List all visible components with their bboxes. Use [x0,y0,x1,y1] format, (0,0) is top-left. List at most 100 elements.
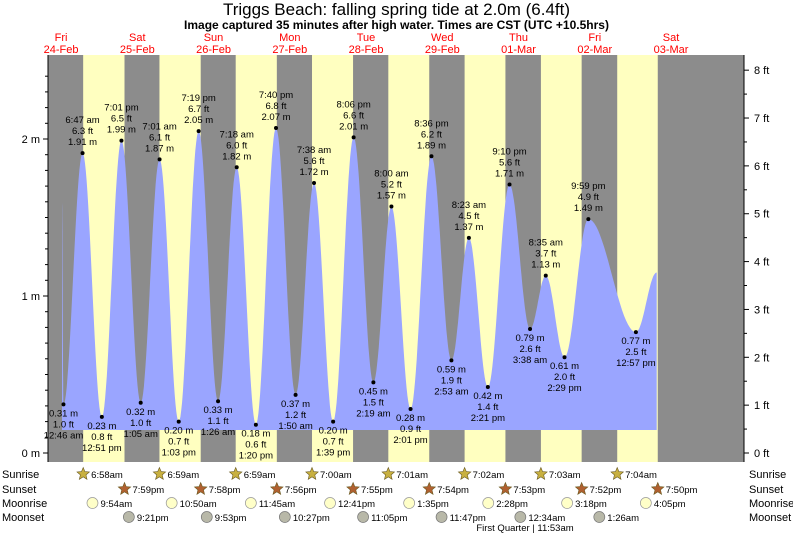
moonset-icon [278,511,291,523]
low-tide-feet: 1.0 ft [53,419,74,430]
row-label-left: Sunrise [2,469,39,481]
sunset-time: 7:52pm [590,485,622,496]
date-label: 24-Feb [44,44,79,56]
date-label: 27-Feb [272,44,307,56]
low-tide-feet: 1.1 ft [208,416,229,427]
water-area [62,128,657,430]
high-tide-feet: 6.1 ft [149,132,170,143]
low-tide-feet: 1.2 ft [285,410,306,421]
low-tide-dot [528,326,533,331]
chart-subtitle: Image captured 35 minutes after high wat… [184,18,609,32]
low-tide-time: 1:50 am [278,421,312,432]
high-tide-dot [429,154,434,159]
low-tide-time: 12:51 pm [82,443,122,454]
sunset-icon [346,481,360,495]
moonrise-time: 2:28pm [496,499,528,510]
day-of-week-label: Fri [588,32,601,44]
high-tide-feet: 6.2 ft [421,129,442,140]
low-tide-metres: 0.61 m [550,361,579,372]
high-tide-metres: 2.01 m [339,121,368,132]
low-tide-dot [138,400,143,405]
low-tide-dot [562,355,567,360]
moonset-icon [123,511,135,523]
high-tide-dot [157,157,162,162]
low-tide-metres: 0.18 m [241,429,270,440]
high-tide-feet: 6.0 ft [226,140,247,151]
high-tide-metres: 1.89 m [417,140,446,151]
row-label-right: Moonrise [749,498,793,510]
low-tide-metres: 0.23 m [87,421,116,432]
sunset-icon [498,481,513,495]
right-tick-label: 4 ft [754,257,769,269]
sunrise-icon [381,466,396,480]
low-tide-time: 2:53 am [434,386,468,397]
left-tick-label: 1 m [22,291,40,303]
moonset-time: 12:34am [528,513,565,524]
row-label-right: Moonset [749,512,791,524]
high-tide-metres: 1.82 m [222,151,251,162]
tide-curve [62,128,657,430]
right-tick-label: 0 ft [754,448,769,460]
high-tide-metres: 1.99 m [107,125,136,136]
high-tide-time: 7:18 am [220,129,254,140]
date-label: 25-Feb [120,44,155,56]
high-tide-dot [586,217,591,222]
high-tide-feet: 6.5 ft [111,114,132,125]
left-tick-label: 2 m [22,134,40,146]
moonrise-time: 10:50am [180,499,217,510]
high-tide-time: 7:40 pm [259,90,293,101]
moonrise-icon [403,497,416,509]
moonrise-icon [482,497,495,509]
high-tide-dot [274,126,279,131]
low-tide-dot [331,419,336,424]
high-tide-time: 8:35 am [529,238,563,249]
high-tide-metres: 1.13 m [531,260,560,271]
high-tide-metres: 1.37 m [454,222,483,233]
sunrise-icon [610,466,625,480]
right-tick-label: 2 ft [754,352,769,364]
low-tide-metres: 0.32 m [126,407,155,418]
sunrise-time: 7:04am [625,470,657,481]
low-tide-dot [293,392,298,397]
low-tide-dot [633,330,638,335]
low-tide-dot [371,380,376,385]
moonrise-icon [165,497,178,509]
moonrise-icon [639,497,652,509]
low-tide-time: 2:19 am [356,408,390,419]
low-tide-feet: 1.4 ft [477,402,498,413]
high-tide-metres: 1.49 m [574,203,603,214]
high-tide-time: 7:19 pm [181,93,215,104]
day-of-week-label: Tue [357,32,376,44]
right-tick-label: 6 ft [754,161,769,173]
sunrise-time: 7:02am [473,470,505,481]
sunset-icon [269,481,284,495]
sunrise-time: 7:01am [396,470,428,481]
low-tide-feet: 0.8 ft [91,432,112,443]
low-tide-metres: 0.77 m [621,336,650,347]
sunset-time: 7:58pm [209,485,241,496]
high-tide-metres: 2.05 m [184,115,213,126]
low-tide-feet: 0.9 ft [400,424,421,435]
low-tide-feet: 0.6 ft [245,440,266,451]
low-tide-dot [61,402,66,407]
sunrise-time: 7:00am [320,470,352,481]
low-tide-dot [253,422,258,427]
high-tide-time: 9:59 pm [571,181,605,192]
right-tick-label: 7 ft [754,113,769,125]
low-tide-feet: 0.7 ft [323,437,344,448]
moonset-icon [357,511,369,523]
moonset-icon [514,511,527,523]
high-tide-feet: 4.5 ft [458,211,479,222]
high-tide-metres: 1.71 m [495,169,524,180]
moonrise-icon [86,497,99,509]
date-label: 03-Mar [654,44,689,56]
moonset-time: 11:47pm [450,513,486,524]
moonrise-icon [561,497,573,509]
high-tide-dot [351,135,356,140]
moonset-time: 1:26am [607,513,639,524]
moonset-time: 11:05pm [371,513,407,524]
high-tide-feet: 5.6 ft [303,156,324,167]
high-tide-dot [80,151,85,156]
day-of-week-label: Fri [55,32,68,44]
